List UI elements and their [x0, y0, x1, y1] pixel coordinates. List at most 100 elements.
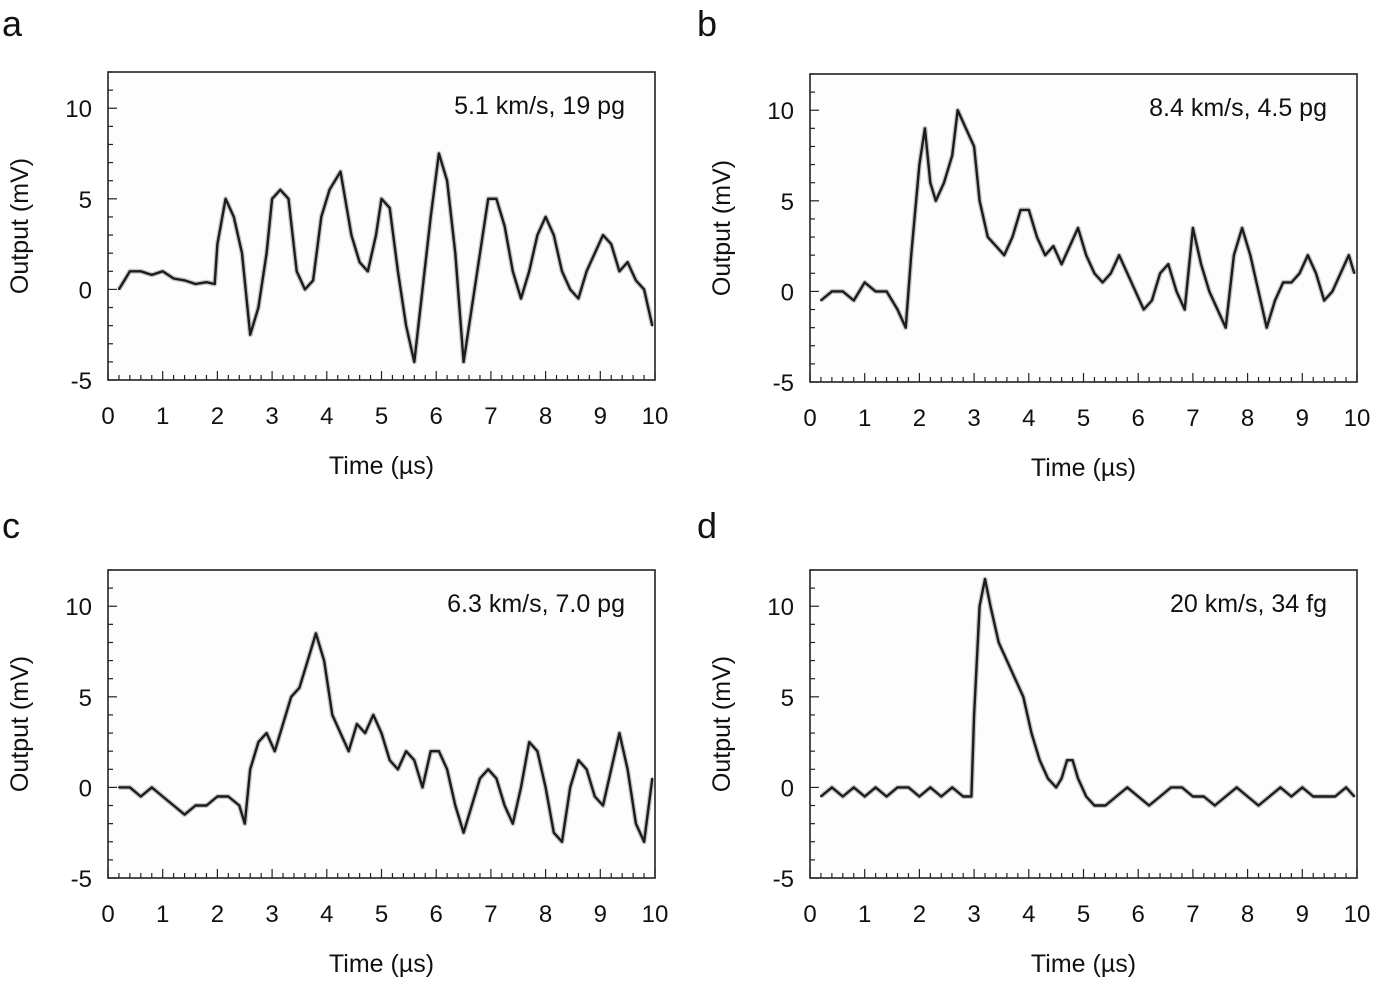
data-point: [1047, 777, 1049, 780]
y-tick-label: 10: [767, 98, 794, 125]
data-point: [1347, 254, 1350, 257]
data-point: [273, 750, 276, 753]
data-point: [295, 270, 298, 273]
data-point: [970, 795, 973, 798]
x-tick-label: 9: [1296, 901, 1309, 928]
y-axis-title: Output (mV): [6, 158, 34, 294]
data-point: [593, 795, 596, 798]
data-point: [388, 759, 391, 762]
data-point: [1175, 290, 1178, 293]
data-point: [339, 170, 342, 173]
data-point: [413, 759, 416, 762]
data-point: [1148, 804, 1150, 807]
data-point: [1268, 795, 1271, 798]
data-point: [438, 750, 440, 753]
data-point: [1027, 209, 1030, 211]
data-point: [841, 795, 844, 798]
data-point: [1233, 254, 1235, 257]
x-tick-label: 2: [913, 901, 926, 928]
data-point: [454, 252, 457, 255]
x-tick-label: 10: [642, 403, 669, 430]
data-point: [139, 795, 142, 798]
x-tick-label: 4: [320, 403, 333, 430]
data-point: [265, 252, 268, 255]
data-point: [1323, 299, 1326, 302]
data-point: [271, 197, 273, 200]
data-point: [1290, 281, 1293, 284]
data-point: [651, 777, 654, 780]
data-point: [626, 261, 629, 264]
data-point: [1019, 209, 1022, 211]
data-point: [1183, 308, 1186, 311]
data-point: [227, 795, 230, 798]
data-point: [1323, 795, 1326, 798]
data-point: [1274, 299, 1276, 302]
data-point: [651, 324, 654, 327]
data-point: [462, 831, 465, 834]
data-point: [438, 152, 440, 155]
data-point: [487, 197, 490, 200]
data-point: [951, 154, 954, 157]
data-point: [618, 732, 621, 734]
data-point: [577, 297, 580, 300]
data-point: [241, 252, 243, 255]
data-point: [585, 768, 588, 771]
x-tick-label: 2: [913, 405, 926, 432]
data-point: [569, 786, 572, 789]
data-point: [841, 290, 844, 293]
data-point: [479, 777, 481, 780]
data-point: [290, 695, 293, 698]
data-point: [951, 786, 954, 789]
data-point: [205, 281, 208, 284]
x-tick-label: 6: [1132, 405, 1145, 432]
data-point: [978, 605, 981, 608]
data-point: [610, 243, 613, 246]
panel-a: a 0 1 2 3 4 5 6 7 8 9 10 -5 0 5 10 Time (µs) Output (mV) 5…: [2, 3, 668, 480]
data-point: [388, 207, 391, 209]
data-point: [243, 822, 246, 825]
data-point: [405, 750, 407, 753]
x-tick-label: 7: [1186, 901, 1199, 928]
panel-letter: a: [2, 3, 23, 44]
data-point: [852, 299, 855, 302]
data-point: [1312, 795, 1315, 798]
data-point: [183, 813, 186, 816]
data-point: [561, 840, 563, 843]
data-point: [1353, 272, 1356, 275]
data-point: [503, 225, 506, 227]
data-point: [1137, 795, 1140, 798]
data-point: [339, 732, 342, 734]
x-tick-label: 1: [858, 901, 871, 928]
x-axis-title: Time (µs): [1031, 454, 1136, 482]
data-point: [1334, 795, 1336, 798]
y-tick-label: 5: [781, 685, 794, 712]
data-point: [1192, 795, 1194, 798]
data-point: [943, 181, 945, 184]
x-tick-label: 0: [803, 405, 816, 432]
data-point: [172, 804, 175, 807]
x-tick-label: 2: [211, 901, 224, 928]
data-point: [216, 795, 219, 798]
data-point: [150, 274, 153, 276]
data-point: [852, 786, 855, 789]
data-point: [907, 786, 910, 789]
x-tick-label: 8: [539, 403, 552, 430]
data-point: [1192, 227, 1194, 229]
data-point: [479, 252, 481, 255]
data-point: [161, 795, 164, 798]
data-point: [995, 245, 997, 248]
data-point: [366, 270, 369, 273]
data-point: [1109, 272, 1112, 275]
data-point: [194, 804, 197, 807]
data-point: [495, 777, 498, 780]
data-point: [1331, 290, 1334, 293]
data-point: [1077, 227, 1079, 229]
data-point: [511, 822, 514, 825]
data-point: [1126, 786, 1129, 789]
data-point: [1235, 786, 1238, 789]
data-point: [552, 234, 555, 237]
data-point: [1151, 299, 1153, 302]
data-point: [874, 786, 877, 789]
data-point: [312, 279, 314, 282]
data-point: [1315, 272, 1317, 275]
